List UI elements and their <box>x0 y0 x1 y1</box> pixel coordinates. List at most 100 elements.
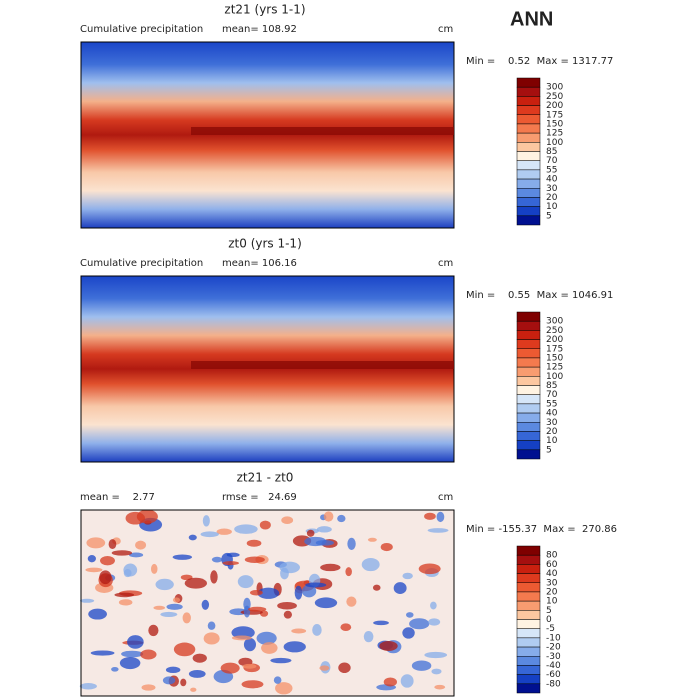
map-blob <box>141 684 156 691</box>
map-blob <box>207 621 216 630</box>
colorbar-label: -60 <box>546 670 561 680</box>
map-blob <box>316 526 332 533</box>
map-blob <box>383 677 397 687</box>
map-blob <box>304 536 327 547</box>
map-blob <box>270 657 292 664</box>
colorbar-label: 300 <box>546 317 563 327</box>
colorbar-swatch <box>516 591 541 602</box>
map-blob <box>373 620 389 626</box>
map-blob <box>200 531 219 538</box>
colorbar-swatch <box>516 422 541 432</box>
map-blob <box>294 585 303 600</box>
map-blob <box>140 649 157 660</box>
map-blob <box>165 666 181 674</box>
colorbar-swatch <box>516 554 541 565</box>
colorbar-label: 150 <box>546 353 563 363</box>
colorbar-swatch <box>516 357 541 368</box>
stat: rmse = 24.69 <box>222 492 297 503</box>
range: Min = 0.55 Max = 1046.91 <box>466 290 613 301</box>
colorbar-label: 85 <box>546 147 557 157</box>
colorbar-label: 40 <box>546 409 558 419</box>
season-label: ANN <box>510 8 553 30</box>
map-blob <box>155 578 174 591</box>
map-blob <box>305 582 327 588</box>
map-blob <box>406 612 414 618</box>
colorbar-label: 175 <box>546 344 563 354</box>
colorbar-label: -10 <box>546 633 561 643</box>
map-blob <box>153 605 166 610</box>
colorbar-swatch <box>516 610 541 620</box>
colorbar-swatch <box>516 600 541 611</box>
map-blob <box>346 596 357 607</box>
map-blob <box>261 642 278 654</box>
colorbar-swatch <box>516 431 541 441</box>
map-blob <box>190 687 197 692</box>
panel-subtitle: Cumulative precipitation <box>80 24 203 35</box>
colorbar-swatch <box>516 637 541 648</box>
colorbar-label: 100 <box>546 372 563 382</box>
map-blob <box>291 628 307 634</box>
map-blob <box>249 589 263 596</box>
map-frame <box>80 509 455 697</box>
map-blob <box>393 582 407 595</box>
map-blob <box>248 606 267 612</box>
colorbar-label: 40 <box>546 569 558 579</box>
map <box>80 509 455 697</box>
colorbar-swatch <box>516 320 541 331</box>
map-blob <box>337 514 346 523</box>
colorbar-swatch <box>516 628 541 639</box>
map-blob <box>345 567 352 577</box>
map-blob <box>338 662 351 674</box>
map-blob <box>172 597 181 603</box>
map-blob <box>111 666 119 672</box>
colorbar-swatch <box>516 206 541 217</box>
colorbar-label: -20 <box>546 643 561 653</box>
map-blob <box>192 653 207 663</box>
map-blob <box>436 511 445 523</box>
panel-title: zt21 (yrs 1-1) <box>224 3 305 17</box>
map-blob <box>231 635 252 641</box>
map-blob <box>244 556 265 564</box>
colorbar-swatch <box>516 564 541 574</box>
panel-title: zt0 (yrs 1-1) <box>228 237 302 251</box>
colorbar-swatch <box>516 151 541 161</box>
colorbar-label: 40 <box>546 175 558 185</box>
map-blob <box>242 663 257 669</box>
map-blob <box>402 572 413 580</box>
colorbar-label: 5 <box>546 606 552 616</box>
colorbar-label: 5 <box>546 445 552 455</box>
map-blob <box>409 618 430 630</box>
colorbar-label: -40 <box>546 661 561 671</box>
map-blob <box>162 676 176 685</box>
colorbar-swatch <box>516 132 541 143</box>
map-blob <box>210 570 218 584</box>
map-blob <box>400 674 414 688</box>
map-blob <box>99 570 112 585</box>
map-blob <box>160 611 178 618</box>
stat: mean= 106.16 <box>222 258 297 269</box>
colorbar-label: 70 <box>546 156 558 166</box>
map-blob <box>79 683 97 690</box>
colorbar-label: 125 <box>546 129 563 139</box>
map-band <box>191 127 454 135</box>
map-blob <box>234 524 258 534</box>
colorbar-swatch <box>516 376 541 386</box>
map-blob <box>256 631 277 645</box>
map-blob <box>323 511 334 522</box>
colorbar-swatch <box>516 403 541 414</box>
map-band <box>191 361 454 369</box>
colorbar-label: 150 <box>546 119 563 129</box>
map-blob <box>347 537 356 550</box>
map-blob <box>182 612 191 624</box>
map-blob <box>314 597 338 609</box>
colorbar-label: 55 <box>546 399 557 409</box>
colorbar-label: -30 <box>546 652 561 662</box>
stat: mean= 108.92 <box>222 24 297 35</box>
panel: zt0 (yrs 1-1) Cumulative precipitation mea… <box>80 237 613 463</box>
colorbar-swatch <box>516 656 541 666</box>
map-blob <box>127 635 144 649</box>
map-blob <box>129 552 144 558</box>
panel-title: zt21 - zt0 <box>237 471 294 485</box>
colorbar-swatch <box>516 619 541 629</box>
map-blob <box>222 561 240 566</box>
